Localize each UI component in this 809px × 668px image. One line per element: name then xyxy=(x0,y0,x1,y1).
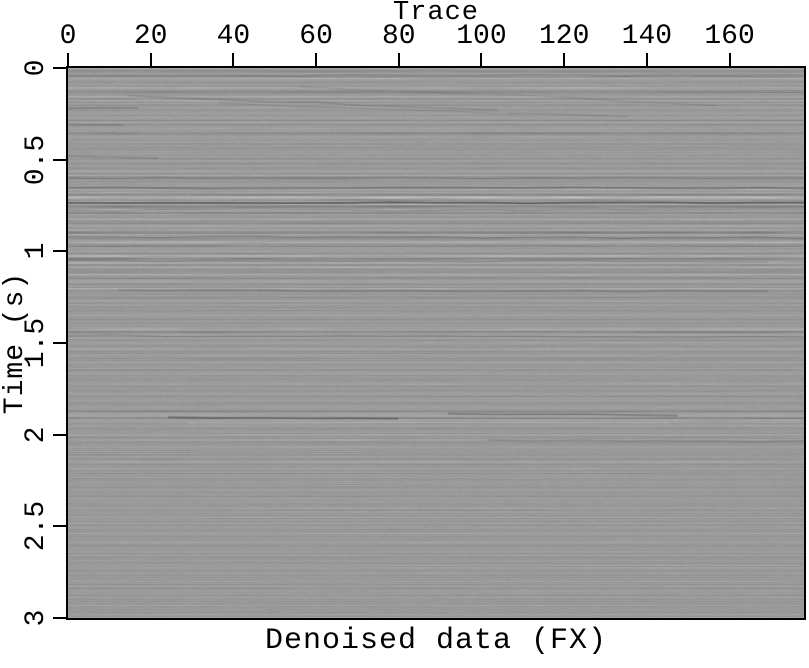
x-tick-label: 60 xyxy=(299,21,333,52)
x-tick-label: 140 xyxy=(621,21,673,52)
x-tick-mark xyxy=(67,53,69,66)
y-tick-label: 0.5 xyxy=(21,134,52,185)
y-axis-title: Time (s) xyxy=(0,271,31,415)
plot-area xyxy=(66,66,806,620)
x-tick-label: 40 xyxy=(216,21,251,52)
y-tick-mark xyxy=(53,617,66,619)
x-tick-label: 100 xyxy=(456,21,507,52)
x-tick-mark xyxy=(645,53,648,66)
y-tick-label: 1 xyxy=(21,242,52,260)
x-tick-mark xyxy=(315,53,318,66)
x-tick-label: 20 xyxy=(133,21,168,52)
x-tick-mark xyxy=(563,53,566,66)
y-tick-mark xyxy=(53,250,66,253)
x-tick-mark xyxy=(232,53,235,66)
y-tick-label: 2 xyxy=(21,426,52,444)
y-tick-mark xyxy=(53,525,66,528)
y-tick-label: 3 xyxy=(21,609,52,627)
y-tick-mark xyxy=(53,342,66,344)
y-tick-label: 2.5 xyxy=(21,501,52,552)
y-tick-label: 0 xyxy=(21,59,52,77)
x-tick-label: 120 xyxy=(538,21,590,52)
x-tick-mark xyxy=(728,53,731,66)
y-tick-mark xyxy=(53,67,66,69)
x-tick-label: 160 xyxy=(704,21,755,52)
x-tick-label: 80 xyxy=(381,21,416,52)
x-tick-mark xyxy=(149,53,152,66)
y-tick-mark xyxy=(53,433,66,436)
x-tick-label: 0 xyxy=(59,21,77,52)
x-tick-mark xyxy=(397,53,400,66)
seismic-image xyxy=(68,68,804,618)
x-axis-title: Trace xyxy=(392,0,480,28)
figure-caption: Denoised data (FX) xyxy=(264,624,608,658)
x-tick-mark xyxy=(480,53,483,66)
y-tick-mark xyxy=(53,158,66,161)
